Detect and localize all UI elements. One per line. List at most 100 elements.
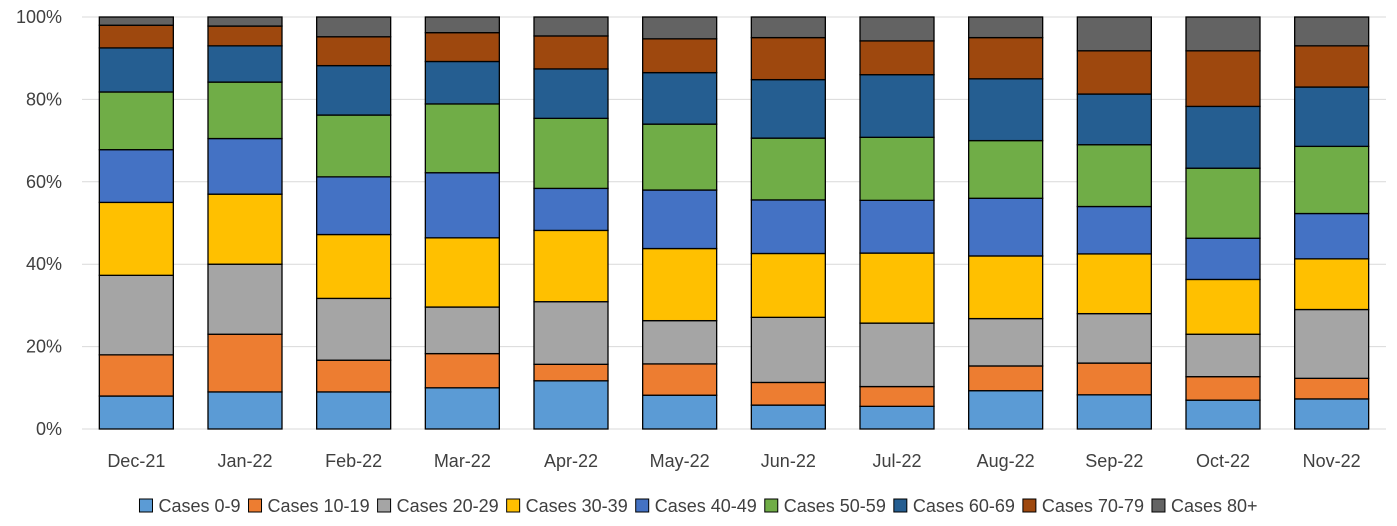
bar-segment xyxy=(207,25,283,47)
legend-label: Cases 70-79 xyxy=(1042,496,1144,516)
bar-segment xyxy=(750,381,826,406)
bar-segment xyxy=(1294,398,1370,430)
bar-segment xyxy=(642,363,718,396)
legend-swatch xyxy=(893,498,908,513)
bar-segment xyxy=(1185,399,1261,430)
x-tick-label: Jul-22 xyxy=(872,451,921,471)
bar-segment xyxy=(316,16,392,38)
legend-item: Cases 10-19 xyxy=(248,496,370,516)
legend-item: Cases 0-9 xyxy=(138,496,241,516)
bar-segment xyxy=(1294,86,1370,148)
bar-segment xyxy=(316,64,392,116)
bar-segment xyxy=(424,387,500,430)
bar-segment xyxy=(859,405,935,430)
bar-segment xyxy=(750,78,826,139)
bar-segment xyxy=(207,333,283,393)
legend-label: Cases 60-69 xyxy=(913,496,1015,516)
bar-segment xyxy=(968,139,1044,199)
bar-segment xyxy=(642,71,718,125)
bar-segment xyxy=(98,395,174,430)
bar-segment xyxy=(1076,93,1152,146)
bar-segment xyxy=(98,354,174,397)
bar-segment xyxy=(207,137,283,195)
bar-segment xyxy=(1185,167,1261,239)
x-tick-label: Sep-22 xyxy=(1085,451,1143,471)
bar-segment xyxy=(533,187,609,232)
bar-segment xyxy=(859,199,935,254)
legend-swatch xyxy=(1151,498,1166,513)
x-tick-label: May-22 xyxy=(650,451,710,471)
legend-item: Cases 30-39 xyxy=(506,496,628,516)
legend-label: Cases 80+ xyxy=(1171,496,1258,516)
y-tick-label: 40% xyxy=(26,254,62,274)
legend-item: Cases 40-49 xyxy=(635,496,757,516)
x-tick-label: Jan-22 xyxy=(217,451,272,471)
bar-segment xyxy=(1294,212,1370,260)
bar-segment xyxy=(207,193,283,265)
bar-segment xyxy=(968,390,1044,430)
bar-segment xyxy=(533,117,609,190)
bar-segment xyxy=(1185,237,1261,281)
x-tick-label: Dec-21 xyxy=(107,451,165,471)
y-tick-label: 0% xyxy=(36,419,62,439)
bar-segment xyxy=(533,229,609,303)
bar-segment xyxy=(1185,376,1261,401)
bar-segment xyxy=(207,81,283,140)
legend-swatch xyxy=(764,498,779,513)
bar-segment xyxy=(424,60,500,105)
gridlines xyxy=(82,16,1386,430)
x-tick-label: Mar-22 xyxy=(434,451,491,471)
bar-segment xyxy=(533,363,609,382)
bar-segment xyxy=(533,35,609,70)
legend-item: Cases 70-79 xyxy=(1022,496,1144,516)
bar-segment xyxy=(533,380,609,430)
bar-segment xyxy=(316,391,392,430)
legend-swatch xyxy=(377,498,392,513)
bar-segment xyxy=(1185,333,1261,378)
bar-segment xyxy=(859,252,935,324)
bar-segment xyxy=(968,16,1044,39)
y-tick-label: 100% xyxy=(16,7,62,27)
bar-segment xyxy=(98,201,174,276)
bar-segment xyxy=(1076,16,1152,52)
bar-segment xyxy=(750,404,826,430)
bar-segment xyxy=(642,247,718,322)
legend-swatch xyxy=(138,498,153,513)
bar-segment xyxy=(207,16,283,27)
bar-segment xyxy=(642,38,718,74)
bar-segment xyxy=(1076,144,1152,208)
legend-label: Cases 40-49 xyxy=(655,496,757,516)
legend-item: Cases 60-69 xyxy=(893,496,1015,516)
bar-segment xyxy=(316,36,392,67)
legend-label: Cases 10-19 xyxy=(268,496,370,516)
bar-segment xyxy=(1185,105,1261,169)
bar-segment xyxy=(642,394,718,430)
bar-segment xyxy=(1185,50,1261,108)
bar-segment xyxy=(533,16,609,37)
bar-segment xyxy=(1185,16,1261,52)
legend-item: Cases 80+ xyxy=(1151,496,1258,516)
bar-segment xyxy=(968,197,1044,257)
bar-segment xyxy=(424,172,500,239)
y-axis-ticks: 0% 20% 40% 60% 80% 100% xyxy=(16,7,62,439)
bar-segment xyxy=(1294,145,1370,215)
x-axis-ticks: Dec-21 Jan-22 Feb-22 Mar-22 Apr-22 May-22 Jun-… xyxy=(107,451,1360,471)
bar-segment xyxy=(750,16,826,39)
bar-segment xyxy=(98,149,174,204)
x-tick-label: Nov-22 xyxy=(1303,451,1361,471)
bar-segment xyxy=(968,255,1044,320)
bar-segment xyxy=(424,306,500,355)
bar-segment xyxy=(98,47,174,93)
bar-segment xyxy=(533,301,609,365)
bar-segment xyxy=(642,319,718,365)
bar-segment xyxy=(98,91,174,151)
x-tick-label: Feb-22 xyxy=(325,451,382,471)
y-tick-label: 20% xyxy=(26,337,62,357)
bar-segment xyxy=(859,385,935,407)
bar-segment xyxy=(207,263,283,335)
bar-segment xyxy=(1076,253,1152,315)
bars xyxy=(98,16,1370,430)
bar-segment xyxy=(316,176,392,236)
bar-segment xyxy=(750,316,826,384)
